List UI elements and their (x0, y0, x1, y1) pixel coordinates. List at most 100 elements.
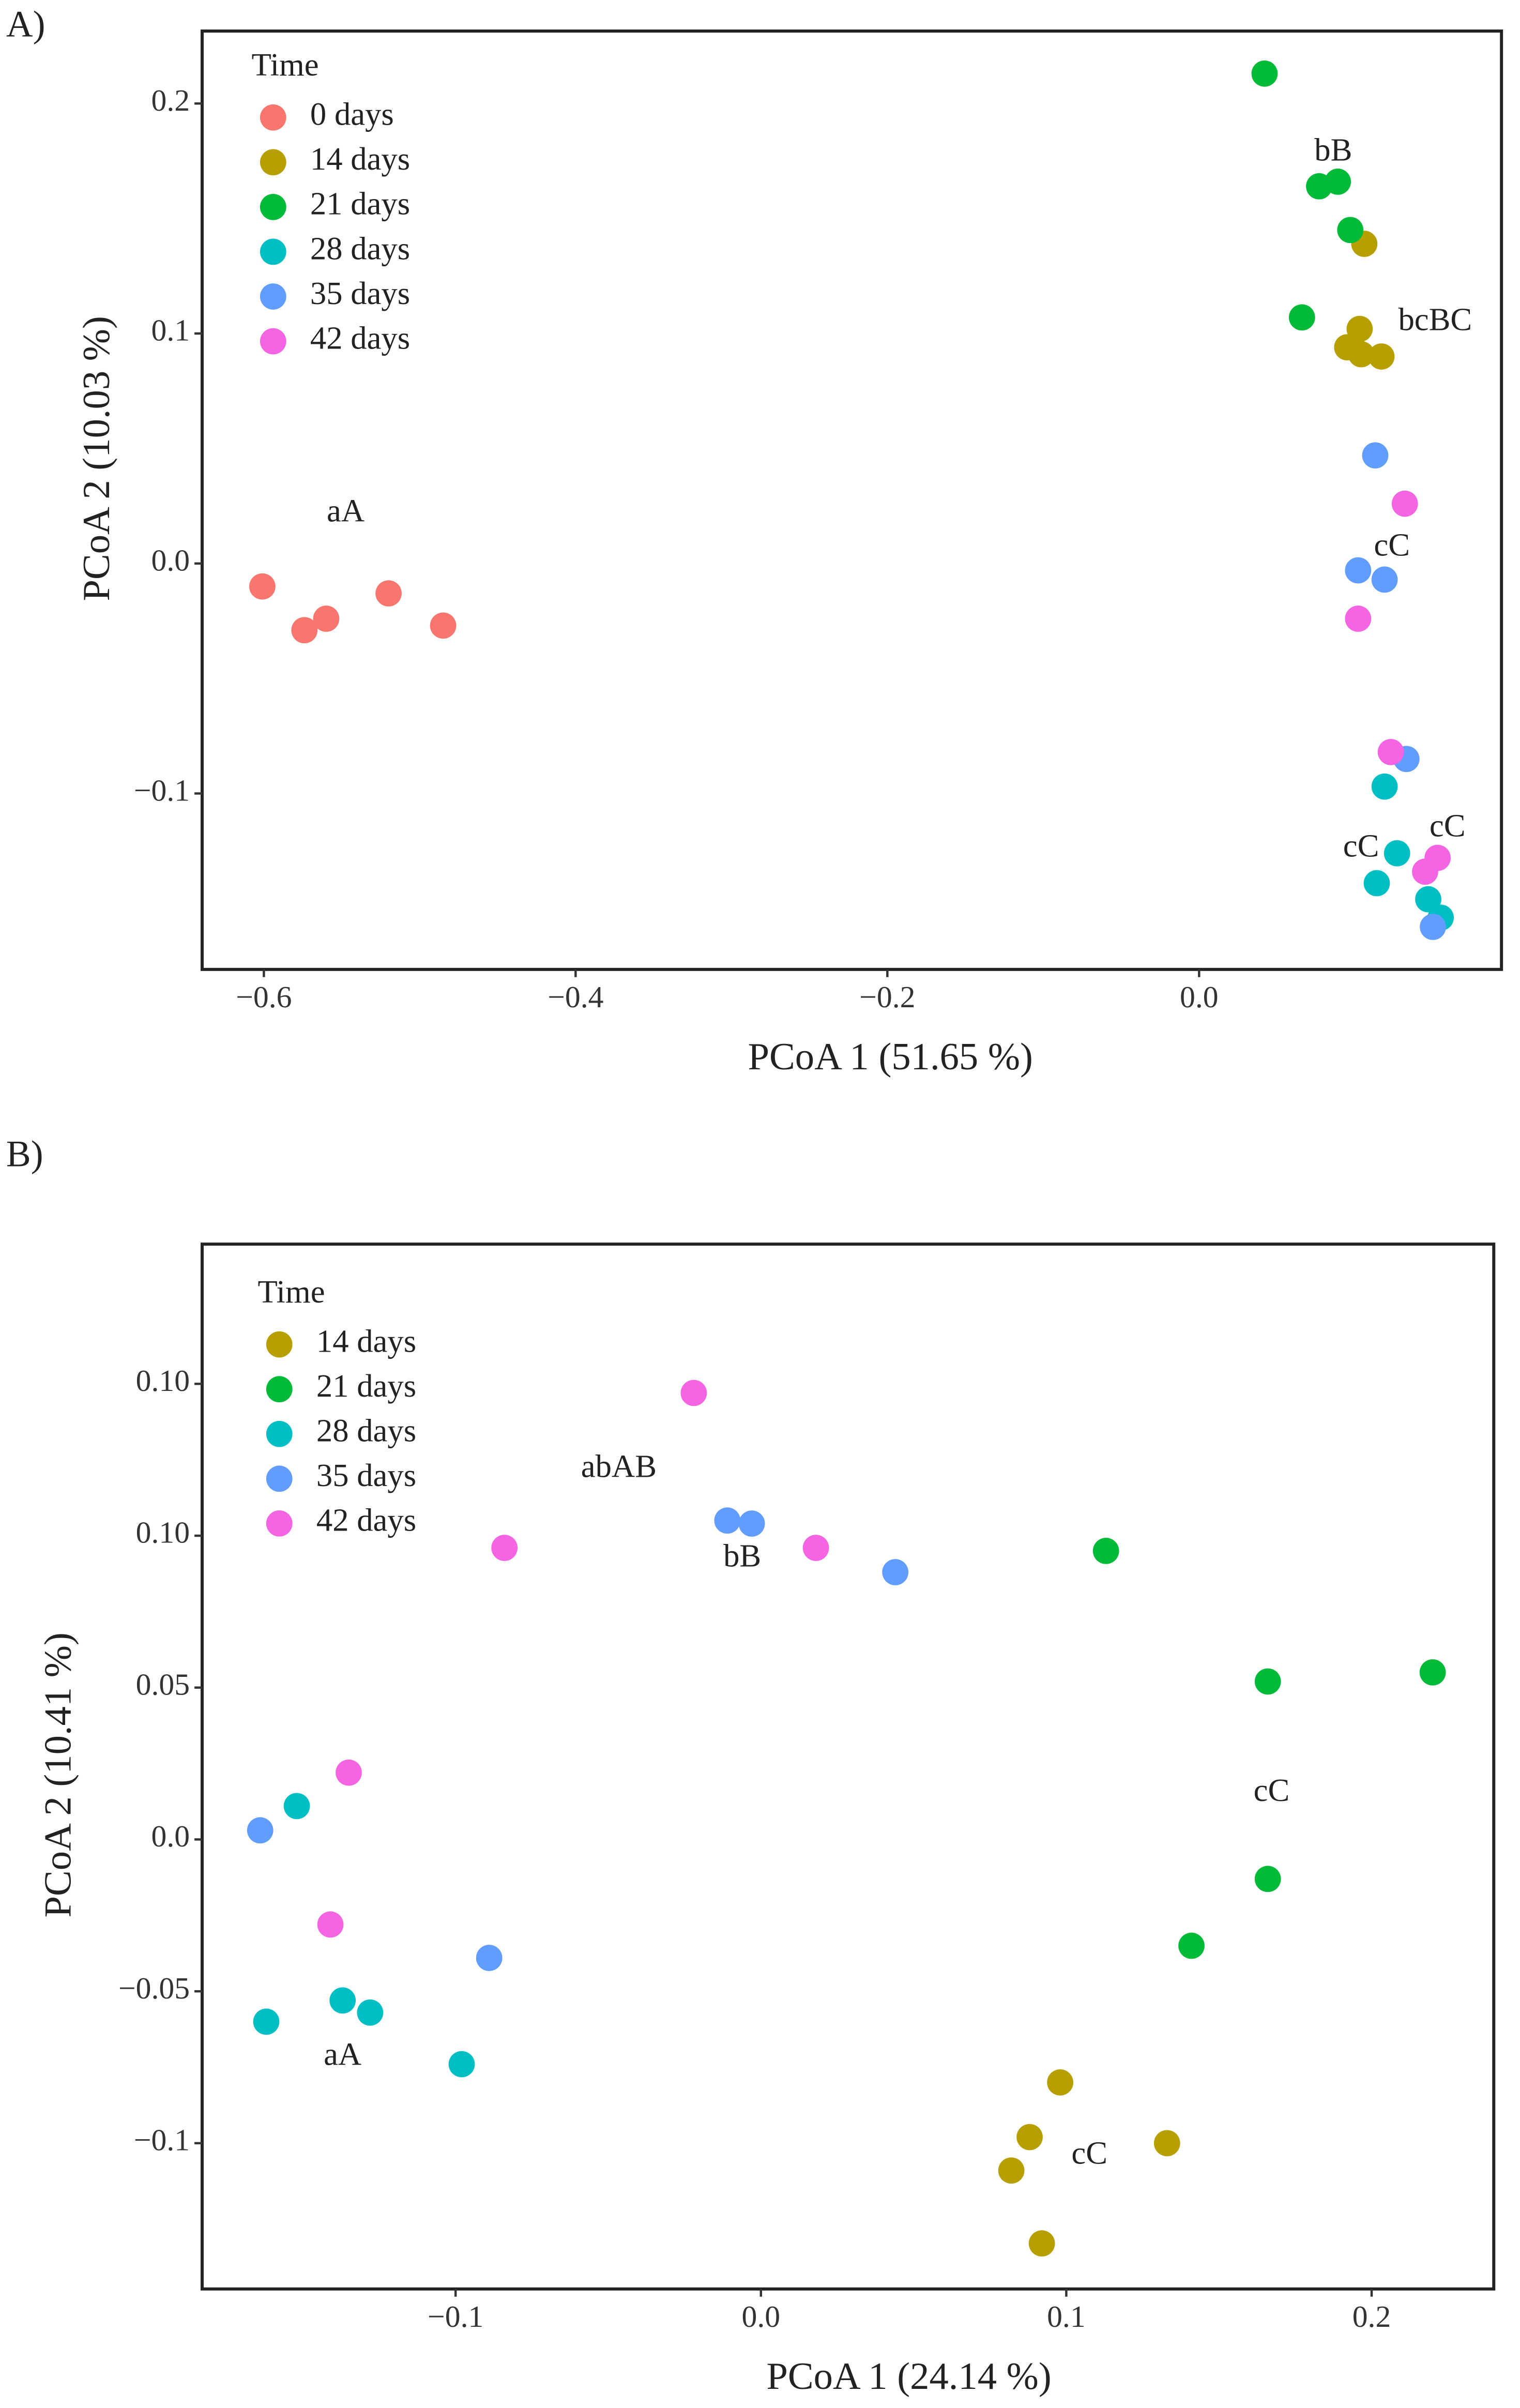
legend-label: 42 days (310, 320, 410, 356)
point (1424, 844, 1451, 871)
point (1348, 341, 1375, 368)
point (1047, 2069, 1073, 2096)
x-tick-label: −0.1 (428, 2299, 483, 2334)
point (882, 1559, 909, 1585)
point (1363, 870, 1390, 897)
plot-frame (201, 29, 1503, 971)
point (336, 1759, 362, 1786)
x-axis-title: PCoA 1 (24.14 %) (766, 2355, 1051, 2398)
legend-label: 21 days (316, 1368, 416, 1404)
legend-swatch (266, 1376, 293, 1403)
point (1345, 557, 1372, 584)
point (1419, 1659, 1446, 1686)
legend-swatch (266, 1510, 293, 1537)
point (1377, 739, 1404, 765)
point (283, 1793, 310, 1820)
point (1415, 886, 1441, 913)
annotation: aA (327, 493, 364, 529)
plot-frame (201, 1243, 1496, 2291)
legend-label: 0 days (310, 96, 394, 132)
legend-swatch (260, 149, 286, 176)
y-tick-label: 0.1 (151, 313, 190, 347)
y-axis-title: PCoA 2 (10.41 %) (37, 1632, 80, 1917)
point (249, 573, 276, 600)
point (1371, 566, 1398, 593)
point (1384, 840, 1410, 867)
annotation: bcBC (1398, 301, 1472, 338)
point (1346, 315, 1373, 342)
point (1254, 1668, 1281, 1695)
x-tick-label: 0.2 (1352, 2299, 1391, 2334)
x-tick-label: −0.2 (859, 980, 915, 1014)
point (802, 1535, 829, 1561)
point (291, 617, 318, 644)
point (1288, 304, 1315, 331)
point (448, 2051, 475, 2078)
annotation: cC (1071, 2134, 1107, 2171)
point (1371, 773, 1398, 800)
point (1178, 1932, 1205, 1959)
point (1368, 343, 1395, 370)
legend-label: 42 days (316, 1502, 416, 1538)
point (1251, 60, 1278, 87)
legend-swatch (266, 1331, 293, 1358)
y-tick-label: 0.2 (151, 83, 190, 117)
annotation: bB (723, 1537, 761, 1573)
legend-swatch (266, 1465, 293, 1492)
point (491, 1535, 518, 1561)
legend-label: 14 days (310, 141, 410, 177)
y-tick-label: −0.1 (134, 2123, 190, 2157)
point (375, 580, 402, 607)
legend-label: 28 days (316, 1413, 416, 1449)
legend-title: Time (252, 47, 319, 83)
point (253, 2008, 280, 2035)
point (329, 1987, 356, 2014)
legend-title: Time (257, 1274, 325, 1310)
y-tick-label: 0.10 (136, 1516, 190, 1550)
x-tick-label: 0.0 (1180, 980, 1219, 1014)
point (1016, 2124, 1043, 2150)
point (1092, 1538, 1119, 1564)
point (1153, 2130, 1180, 2157)
legend-label: 28 days (310, 230, 410, 266)
annotation: cC (1430, 808, 1466, 844)
y-tick-label: −0.1 (134, 773, 190, 807)
annotation: abAB (581, 1448, 657, 1484)
annotation: cC (1374, 526, 1410, 563)
point (476, 1945, 503, 1971)
point (357, 1999, 384, 2026)
legend-label: 35 days (316, 1457, 416, 1493)
legend-label: 14 days (316, 1323, 416, 1359)
point (317, 1911, 344, 1938)
point (430, 612, 457, 639)
x-tick-label: −0.4 (548, 980, 603, 1014)
legend-label: 21 days (310, 186, 410, 222)
point (1362, 442, 1389, 469)
y-tick-label: −0.05 (118, 1971, 190, 2005)
x-tick-label: −0.6 (236, 980, 292, 1014)
point (680, 1380, 707, 1406)
point (1391, 490, 1418, 517)
point (1337, 217, 1364, 244)
annotation: cC (1254, 1772, 1290, 1808)
legend-swatch (266, 1420, 293, 1447)
legend-label: 35 days (310, 275, 410, 311)
point (1325, 169, 1351, 195)
legend-swatch (260, 104, 286, 131)
point (1420, 914, 1446, 940)
y-tick-label: 0.0 (151, 543, 190, 577)
x-tick-label: 0.1 (1047, 2299, 1086, 2334)
point (738, 1510, 765, 1537)
legend-swatch (260, 283, 286, 310)
x-axis-title: PCoA 1 (51.65 %) (748, 1036, 1033, 1078)
annotation: cC (1343, 827, 1379, 864)
legend-swatch (260, 193, 286, 220)
point (1028, 2230, 1055, 2257)
annotation: bB (1314, 131, 1352, 168)
y-tick-label: 0.05 (136, 1667, 190, 1701)
y-tick-label: 0.0 (151, 1819, 190, 1853)
point (1254, 1866, 1281, 1892)
annotation: aA (324, 2036, 361, 2072)
legend-swatch (260, 238, 286, 265)
y-tick-label: 0.10 (136, 1364, 190, 1398)
